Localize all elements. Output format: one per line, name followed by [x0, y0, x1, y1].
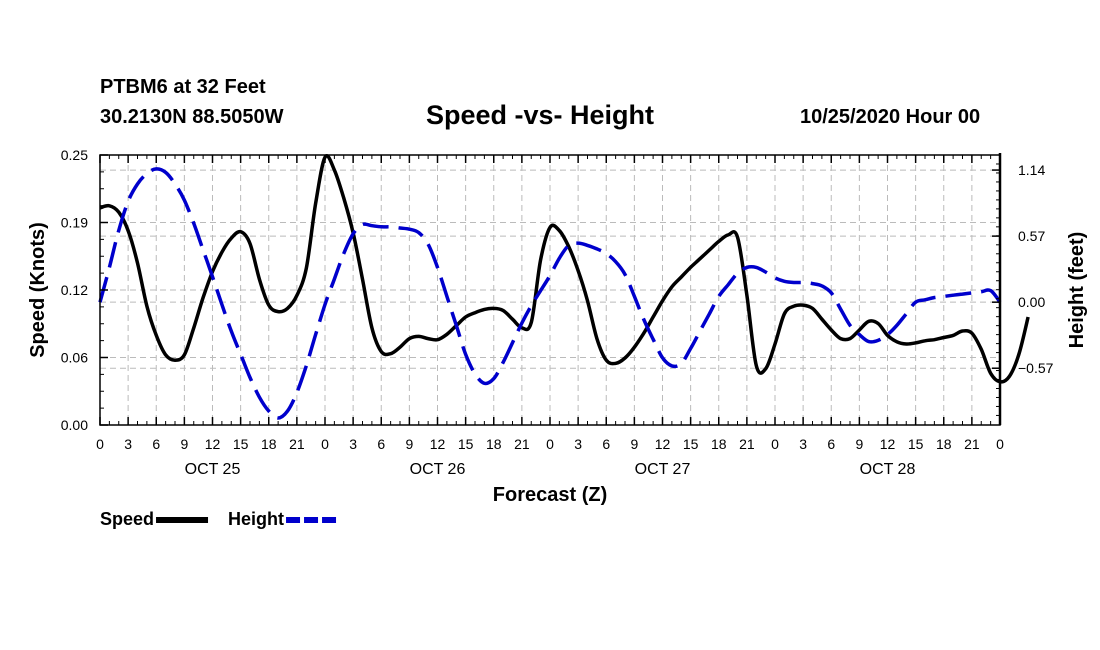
x-tick-label: 0 — [771, 436, 779, 452]
x-tick-label: 6 — [152, 436, 160, 452]
x-tick-label: 12 — [430, 436, 446, 452]
x-tick-label: 0 — [996, 436, 1004, 452]
y-right-tick-label: −0.57 — [1018, 360, 1054, 376]
day-label: OCT 27 — [635, 461, 691, 478]
station-coordinates: 30.2130N 88.5050W — [100, 106, 284, 128]
x-tick-label: 6 — [827, 436, 835, 452]
x-tick-label: 3 — [799, 436, 807, 452]
series-line-speed — [99, 154, 1030, 384]
y-left-tick-label: 0.06 — [61, 350, 88, 366]
series-layer — [98, 154, 1030, 420]
y-left-tick-label: 0.12 — [61, 282, 88, 298]
series-line-height — [98, 167, 1002, 420]
x-tick-label: 21 — [514, 436, 530, 452]
forecast-datetime: 10/25/2020 Hour 00 — [800, 106, 981, 128]
axis-labels: 0 3 6 9 12 15 18 21 0 3 6 9 12 15 18 21 0 3 6 9 12 15 18 21 0 3 6 9… — [27, 147, 1088, 506]
x-tick-label: 15 — [458, 436, 474, 452]
x-tick-label: 9 — [630, 436, 638, 452]
legend-label-speed: Speed — [100, 509, 154, 529]
x-tick-label: 0 — [321, 436, 329, 452]
x-tick-label: 6 — [377, 436, 385, 452]
x-tick-label: 21 — [289, 436, 305, 452]
grid-lines — [100, 155, 1000, 425]
y-left-tick-label: 0.19 — [61, 215, 88, 231]
x-tick-label: 18 — [711, 436, 727, 452]
x-axis-title: Forecast (Z) — [493, 484, 607, 506]
x-tick-label: 3 — [349, 436, 357, 452]
x-tick-label: 12 — [655, 436, 671, 452]
day-label: OCT 28 — [860, 461, 916, 478]
chart-title: Speed -vs- Height — [426, 100, 655, 130]
y-right-axis-title: Height (feet) — [1066, 232, 1088, 349]
x-tick-label: 0 — [546, 436, 554, 452]
y-left-tick-label: 0.25 — [61, 147, 88, 163]
x-tick-label: 6 — [602, 436, 610, 452]
x-tick-label: 12 — [205, 436, 221, 452]
station-title: PTBM6 at 32 Feet — [100, 76, 266, 98]
x-tick-label: 0 — [96, 436, 104, 452]
y-left-tick-label: 0.00 — [61, 417, 88, 433]
axis-ticks — [99, 154, 1001, 426]
legend-label-height: Height — [228, 509, 284, 529]
legend: Speed Height — [100, 509, 339, 529]
x-tick-label: 15 — [233, 436, 249, 452]
x-tick-label: 9 — [405, 436, 413, 452]
x-tick-label: 15 — [908, 436, 924, 452]
y-right-tick-label: 0.00 — [1018, 294, 1045, 310]
x-tick-label: 18 — [936, 436, 952, 452]
x-tick-label: 9 — [180, 436, 188, 452]
x-tick-label: 9 — [855, 436, 863, 452]
x-tick-label: 3 — [574, 436, 582, 452]
y-right-tick-label: 0.57 — [1018, 228, 1045, 244]
x-tick-label: 21 — [739, 436, 755, 452]
day-label: OCT 26 — [410, 461, 466, 478]
x-tick-label: 12 — [880, 436, 896, 452]
x-tick-label: 15 — [683, 436, 699, 452]
x-tick-label: 18 — [261, 436, 277, 452]
y-right-tick-label: 1.14 — [1018, 162, 1045, 178]
day-label: OCT 25 — [185, 461, 241, 478]
x-tick-label: 3 — [124, 436, 132, 452]
x-tick-label: 21 — [964, 436, 980, 452]
y-left-axis-title: Speed (Knots) — [27, 222, 49, 358]
x-tick-label: 18 — [486, 436, 502, 452]
